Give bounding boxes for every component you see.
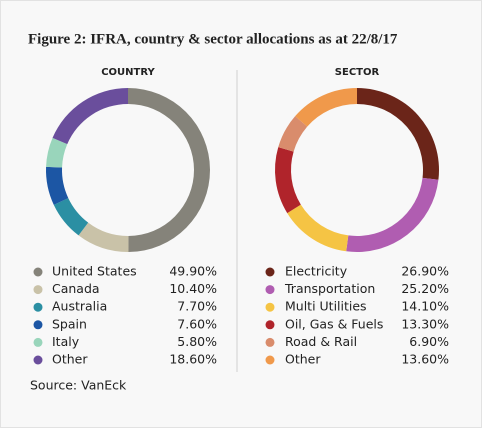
- legend-marker: [265, 302, 275, 312]
- legend-marker: [265, 355, 275, 365]
- legend-value: 18.60%: [169, 352, 217, 367]
- donut-segment: [78, 222, 129, 252]
- legend-marker: [33, 355, 43, 365]
- legend-marker: [33, 302, 43, 312]
- legend-value: 13.60%: [401, 352, 449, 367]
- donut-segment: [278, 116, 308, 152]
- legend-marker: [265, 267, 275, 277]
- legend-label: United States: [52, 264, 137, 279]
- donut-segment: [346, 177, 439, 252]
- donut-segment: [287, 204, 349, 252]
- legend-label: Transportation: [284, 281, 375, 296]
- legend-label: Spain: [52, 316, 87, 331]
- legend-value: 10.40%: [169, 281, 217, 296]
- legend-label: Oil, Gas & Fuels: [285, 316, 383, 331]
- legend-label: Italy: [52, 334, 80, 349]
- legend-marker: [33, 320, 43, 330]
- legend-label: Road & Rail: [285, 334, 357, 349]
- legend-marker: [33, 337, 43, 347]
- chart-title: Figure 2: IFRA, country & sector allocat…: [28, 31, 398, 47]
- donut-segment: [128, 88, 210, 252]
- donut-segment: [357, 88, 439, 180]
- legend-value: 13.30%: [401, 316, 449, 331]
- legend-value: 5.80%: [177, 334, 217, 349]
- legend-value: 26.90%: [401, 264, 449, 279]
- legend-label: Other: [52, 352, 88, 367]
- legend-marker: [265, 337, 275, 347]
- donut-segment: [275, 147, 301, 214]
- donut-segment: [52, 88, 129, 145]
- legend-label: Other: [285, 352, 321, 367]
- chart-subtitle: SECTOR: [335, 67, 380, 78]
- legend-label: Electricity: [285, 264, 348, 279]
- legend-value: 7.70%: [177, 299, 217, 314]
- legend-marker: [33, 285, 43, 295]
- donut-segment: [45, 166, 69, 205]
- legend-value: 6.90%: [409, 334, 449, 349]
- donut-segment: [53, 198, 89, 236]
- legend-label: Multi Utilities: [285, 299, 367, 314]
- legend-value: 14.10%: [401, 299, 449, 314]
- legend-marker: [33, 267, 43, 277]
- legend-marker: [265, 285, 275, 295]
- donut-segment: [46, 137, 68, 168]
- donut-segment: [295, 88, 357, 127]
- legend-value: 49.90%: [169, 264, 217, 279]
- legend-label: Canada: [52, 281, 100, 296]
- legend-value: 25.20%: [401, 281, 449, 296]
- chart-subtitle: COUNTRY: [101, 67, 155, 78]
- legend-value: 7.60%: [177, 316, 217, 331]
- source: Source: VanEck: [30, 378, 127, 393]
- legend-label: Australia: [52, 299, 107, 314]
- legend-marker: [265, 320, 275, 330]
